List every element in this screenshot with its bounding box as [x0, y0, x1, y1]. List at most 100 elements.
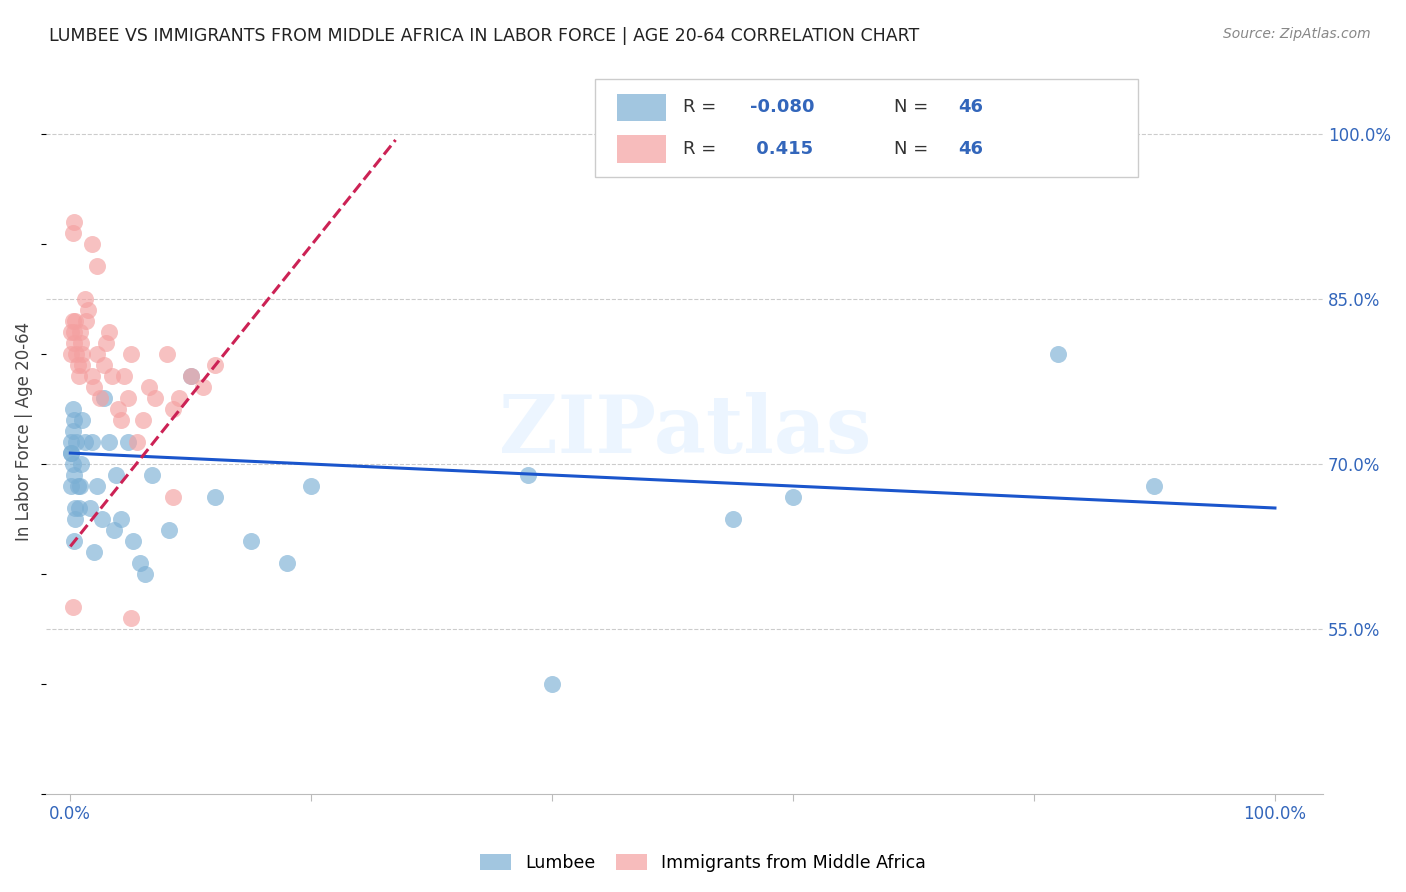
Point — [66, 358, 89, 372]
Point — [80, 237, 103, 252]
Point — [86, 479, 108, 493]
Text: 0.415: 0.415 — [749, 140, 813, 158]
Point — [138, 380, 160, 394]
Point — [541, 677, 564, 691]
Point — [105, 468, 128, 483]
Point — [110, 512, 132, 526]
Point — [114, 369, 136, 384]
Point — [157, 523, 180, 537]
Point — [162, 402, 184, 417]
Point — [63, 533, 86, 548]
Point — [67, 501, 90, 516]
Point — [156, 347, 179, 361]
Point — [63, 501, 86, 516]
Point — [62, 314, 84, 328]
Point — [141, 468, 163, 483]
Point — [93, 391, 115, 405]
Point — [240, 533, 263, 548]
Point — [191, 380, 214, 394]
Point — [60, 446, 83, 460]
Point — [65, 347, 87, 361]
Point — [97, 325, 120, 339]
Point — [67, 369, 90, 384]
Point — [120, 347, 142, 361]
Point — [70, 336, 93, 351]
Point — [63, 468, 86, 483]
Point — [204, 358, 226, 372]
Point — [517, 468, 540, 483]
Point — [62, 599, 84, 614]
Legend: Lumbee, Immigrants from Middle Africa: Lumbee, Immigrants from Middle Africa — [472, 847, 934, 879]
Y-axis label: In Labor Force | Age 20-64: In Labor Force | Age 20-64 — [15, 321, 32, 541]
Point — [69, 479, 91, 493]
Point — [131, 413, 153, 427]
Point — [107, 402, 129, 417]
Point — [62, 402, 84, 417]
Point — [721, 512, 744, 526]
Point — [62, 424, 84, 438]
Point — [62, 457, 84, 471]
Point — [62, 227, 84, 241]
Point — [79, 501, 101, 516]
Point — [782, 490, 804, 504]
Point — [63, 336, 86, 351]
Point — [122, 533, 145, 548]
Point — [63, 325, 86, 339]
Text: Source: ZipAtlas.com: Source: ZipAtlas.com — [1223, 27, 1371, 41]
Text: ZIPatlas: ZIPatlas — [499, 392, 870, 470]
Point — [60, 325, 83, 339]
Point — [73, 435, 96, 450]
Point — [93, 358, 115, 372]
Text: R =: R = — [683, 98, 723, 117]
Point — [276, 556, 298, 570]
Text: 46: 46 — [957, 98, 983, 117]
Point — [120, 611, 142, 625]
Point — [299, 479, 322, 493]
Point — [83, 380, 105, 394]
Text: R =: R = — [683, 140, 723, 158]
Point — [69, 325, 91, 339]
Point — [180, 369, 202, 384]
Point — [101, 369, 124, 384]
Point — [1143, 479, 1166, 493]
Point — [63, 413, 86, 427]
Point — [60, 479, 83, 493]
Point — [63, 314, 86, 328]
Point — [72, 358, 94, 372]
Text: N =: N = — [894, 98, 934, 117]
Point — [86, 347, 108, 361]
Bar — [617, 94, 665, 121]
Point — [65, 435, 87, 450]
Point — [117, 435, 139, 450]
Point — [77, 303, 100, 318]
Point — [110, 413, 132, 427]
Point — [96, 336, 118, 351]
Point — [89, 391, 111, 405]
Point — [204, 490, 226, 504]
Point — [72, 413, 94, 427]
Point — [167, 391, 190, 405]
Point — [75, 314, 97, 328]
Point — [63, 512, 86, 526]
Text: LUMBEE VS IMMIGRANTS FROM MIDDLE AFRICA IN LABOR FORCE | AGE 20-64 CORRELATION C: LUMBEE VS IMMIGRANTS FROM MIDDLE AFRICA … — [49, 27, 920, 45]
Point — [63, 215, 86, 229]
Text: -0.080: -0.080 — [749, 98, 814, 117]
Point — [72, 347, 94, 361]
Point — [83, 545, 105, 559]
Point — [80, 435, 103, 450]
Point — [134, 566, 156, 581]
Point — [70, 457, 93, 471]
Point — [60, 446, 83, 460]
FancyBboxPatch shape — [595, 79, 1137, 178]
Point — [73, 292, 96, 306]
Text: 46: 46 — [957, 140, 983, 158]
Point — [162, 490, 184, 504]
Point — [90, 512, 112, 526]
Bar — [617, 136, 665, 163]
Point — [86, 260, 108, 274]
Point — [103, 523, 125, 537]
Point — [129, 556, 152, 570]
Point — [97, 435, 120, 450]
Point — [180, 369, 202, 384]
Point — [117, 391, 139, 405]
